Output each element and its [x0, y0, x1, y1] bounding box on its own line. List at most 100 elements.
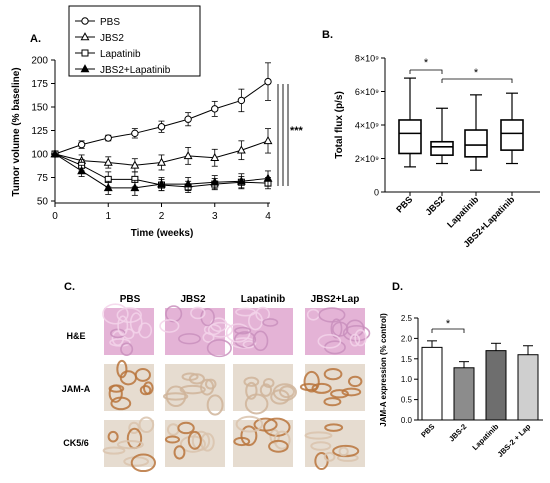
c-stain-image [233, 364, 297, 415]
c-tissue-structure [108, 384, 123, 403]
a-legend-label: PBS [100, 17, 120, 28]
c-tissue-structure [159, 319, 180, 333]
c-tissue-structure [323, 451, 336, 462]
a-data-point [210, 177, 220, 186]
c-tissue-structure [109, 338, 131, 347]
c-tissue-structure [235, 415, 264, 433]
c-tissue-bg [165, 420, 225, 467]
a-y-tick-label: 200 [31, 56, 48, 67]
c-tissue-structure [299, 382, 319, 392]
a-legend-marker [80, 32, 90, 41]
d-x-tick-label: Lapatinib [470, 422, 500, 452]
c-tissue-structure [342, 325, 371, 342]
c-tissue-structure [330, 318, 343, 339]
c-tissue-structure [177, 421, 195, 435]
c-tissue-structure [311, 382, 332, 394]
c-tissue-structure [191, 430, 211, 451]
d-x-tick-label: JBS-2 + Lap [496, 422, 533, 459]
b-y-tick-label: 2×10⁹ [355, 154, 379, 164]
c-tissue-structure [116, 439, 144, 450]
c-stain-image [304, 420, 365, 471]
c-tissue-structure [164, 435, 181, 444]
b-x-tick-label: Lapatinib [445, 194, 481, 230]
c-tissue-structure [262, 377, 275, 388]
a-significance: *** [290, 125, 304, 137]
a-y-tick-label: 150 [31, 103, 48, 114]
c-col-label: PBS [120, 294, 141, 305]
c-tissue-structure [330, 389, 349, 399]
c-row-label: H&E [66, 331, 85, 341]
d-y-tick-label: 2.0 [401, 334, 413, 343]
c-row-label: CK5/6 [63, 438, 89, 448]
d-y-tick-label: 2.5 [401, 314, 413, 323]
c-tissue-structure [107, 430, 119, 443]
a-series-3 [50, 149, 273, 196]
c-tissue-structure [317, 333, 342, 349]
a-data-point [130, 160, 140, 169]
c-tissue-structure [102, 446, 126, 455]
a-data-point [157, 123, 166, 131]
c-tissue-structure [244, 393, 269, 415]
c-tissue-structure [130, 453, 156, 473]
c-tissue-structure [206, 394, 224, 416]
c-tissue-structure [173, 445, 186, 460]
d-y-tick-label: 1.5 [401, 355, 413, 364]
c-col-label: JBS2 [180, 294, 205, 305]
c-tissue-structure [279, 385, 296, 399]
a-legend-marker [81, 17, 89, 25]
c-tissue-structure [262, 318, 279, 327]
d-sig-bracket [431, 328, 465, 333]
c-col-label: JBS2+Lap [311, 294, 360, 305]
a-y-tick-label: 100 [31, 150, 48, 161]
a-y-axis-label: Tumor volume (% baseline) [11, 67, 22, 196]
a-data-point [183, 179, 193, 188]
c-tissue-bg [305, 308, 365, 355]
b-sig-bracket-2 [441, 78, 513, 83]
b-iqr-box [500, 119, 524, 151]
panel-label-d: D. [392, 281, 403, 293]
c-tissue-bg [233, 420, 293, 467]
b-x-tick-label: JBS2 [423, 194, 446, 217]
b-box [430, 107, 454, 165]
c-stain-image [233, 415, 293, 467]
histology-panel-c: PBS JBS2 Lapatinib JBS2+Lap H&E JAM-A CK… [62, 294, 371, 473]
c-col-label: Lapatinib [241, 294, 285, 305]
a-x-axis-label: Time (weeks) [131, 228, 194, 239]
c-tissue-structure [252, 330, 269, 352]
c-tissue-structure [110, 396, 132, 411]
a-x-tick-label: 1 [105, 211, 111, 222]
a-legend-box [68, 5, 201, 77]
a-legend-marker [80, 64, 90, 73]
c-tissue-structure [273, 430, 291, 450]
d-y-tick-label: 0.5 [401, 396, 413, 405]
c-tissue-structure [129, 312, 143, 334]
c-stain-image [299, 364, 365, 411]
b-y-tick-label: 0 [374, 188, 379, 198]
a-x-tick-label: 4 [265, 211, 271, 222]
c-tissue-structure [324, 423, 344, 432]
d-y-tick-label: 0.0 [401, 416, 413, 425]
a-x-tick-label: 3 [212, 211, 218, 222]
a-data-point [210, 152, 220, 162]
c-tissue-structure [235, 307, 256, 317]
c-tissue-structure [245, 381, 258, 400]
a-data-point [264, 77, 272, 86]
a-legend-label: JBS2+Lapatinib [100, 65, 171, 76]
c-tissue-structure [120, 342, 134, 357]
d-bar [517, 354, 539, 421]
c-stain-image [102, 416, 156, 473]
c-tissue-structure [102, 303, 129, 325]
c-tissue-structure [323, 397, 342, 407]
b-y-axis-label: Total flux (p/s) [334, 91, 345, 159]
c-tissue-structure [204, 378, 217, 390]
c-tissue-structure [111, 330, 125, 346]
b-significance-1: * [424, 57, 429, 69]
a-data-point [263, 173, 273, 182]
a-legend-label: JBS2 [100, 33, 124, 44]
c-tissue-structure [190, 306, 206, 320]
a-data-point [236, 145, 246, 154]
a-y-tick-label: 175 [31, 79, 48, 90]
c-tissue-structure [341, 387, 362, 397]
b-box [500, 92, 524, 165]
